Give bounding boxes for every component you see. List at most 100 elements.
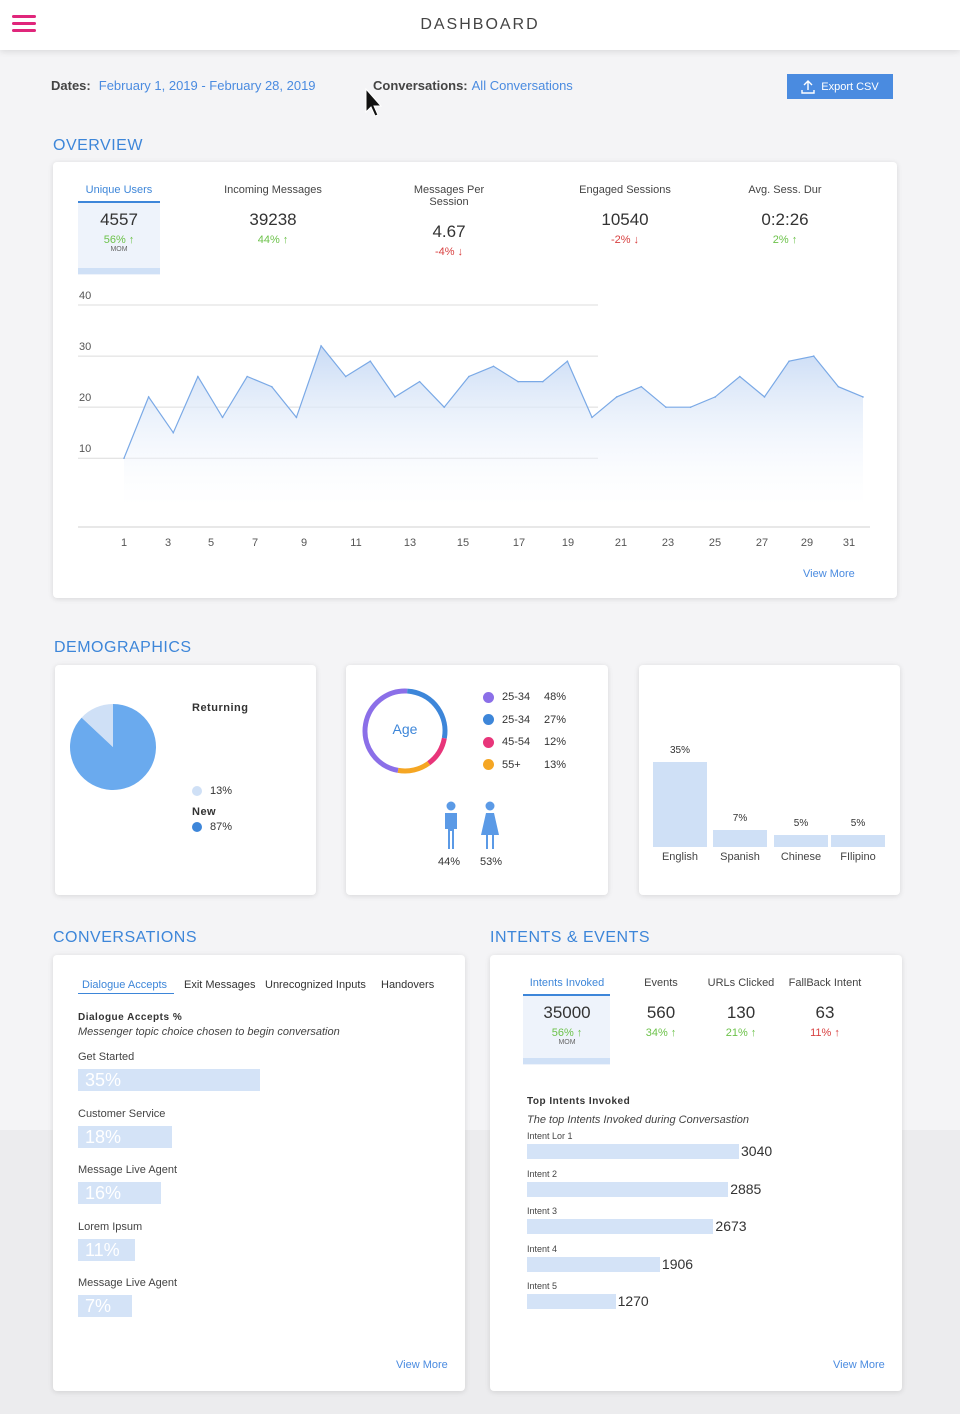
- active-tab-underline: [78, 993, 174, 994]
- active-intent-kpi-bottom-bar: [523, 1058, 610, 1064]
- dialogue-item-pct: 18%: [85, 1126, 122, 1147]
- age-pct: 13%: [544, 758, 567, 771]
- x-tick-label: 15: [457, 537, 469, 549]
- data-point: [763, 396, 766, 398]
- kpi-label: Unique Users: [85, 184, 153, 196]
- data-point: [517, 380, 519, 383]
- language-bar: [831, 834, 885, 847]
- dialogue-item-pct: 35%: [85, 1070, 122, 1090]
- dialogue-item-label: Lorem Ipsum: [78, 1220, 143, 1233]
- kpi-1[interactable]: Incoming Messages 39238 44% ↑: [219, 184, 327, 246]
- arrow-down-icon: ↑: [831, 1027, 840, 1039]
- kpi-delta: -2% ↓: [571, 234, 679, 246]
- overview-view-more-link[interactable]: View More: [803, 568, 855, 580]
- x-tick-label: 5: [208, 537, 214, 549]
- tab-unrecognized-inputs[interactable]: Unrecognized Inputs: [265, 979, 366, 991]
- age-legend-item: 55+ 13%: [483, 759, 566, 771]
- data-point: [689, 406, 692, 408]
- kpi-label: URLs Clicked: [707, 977, 775, 989]
- dialogue-item-bar: [78, 1069, 260, 1091]
- kpi-label: Events: [644, 977, 678, 989]
- intent-bar: [527, 1257, 660, 1272]
- new-slice: [69, 704, 156, 790]
- kpi-0[interactable]: Unique Users 4557 56% ↑ MOM: [65, 184, 173, 253]
- page-title: DASHBOARD: [420, 16, 540, 33]
- kpi-delta-value: 21%: [725, 1027, 748, 1039]
- data-point: [221, 416, 224, 419]
- tab-dialogue-accepts[interactable]: Dialogue Accepts: [82, 979, 167, 991]
- intents-view-more-link[interactable]: View More: [833, 1359, 885, 1371]
- data-point: [541, 380, 544, 383]
- returning-label: Returning: [192, 702, 249, 714]
- dialogue-item-label: Message Live Agent: [78, 1277, 178, 1289]
- language-name: Spanish: [720, 851, 760, 863]
- area-fill: [124, 345, 863, 507]
- x-tick-label: 9: [301, 537, 307, 549]
- intents-title: INTENTS & EVENTS: [490, 929, 651, 946]
- data-point: [271, 385, 273, 388]
- new-pct: 87%: [210, 821, 233, 833]
- kpi-delta-value: 44%: [257, 234, 280, 246]
- y-tick-label: 10: [79, 443, 91, 455]
- dialogue-accepts-heading: Dialogue Accepts %: [78, 1012, 183, 1023]
- export-csv-button[interactable]: Export CSV: [787, 74, 893, 99]
- returning-legend: 13%: [192, 785, 232, 797]
- kpi-2[interactable]: URLs Clicked 130 21% ↑: [686, 977, 796, 1039]
- intent-value: 3040: [741, 1143, 773, 1159]
- x-tick-label: 3: [165, 537, 171, 549]
- age-legend-item: 25-34 27%: [483, 714, 566, 726]
- dates-label: Dates:: [51, 78, 91, 93]
- female-pct: 53%: [480, 856, 503, 868]
- hamburger-menu-icon[interactable]: [12, 15, 36, 35]
- x-tick-label: 25: [709, 537, 721, 549]
- dialogue-item-bar: [78, 1182, 162, 1204]
- top-intents-heading: Top Intents Invoked: [527, 1096, 631, 1107]
- kpi-delta: 11% ↑: [770, 1027, 880, 1039]
- data-point: [295, 416, 298, 419]
- intent-bar: [527, 1144, 739, 1159]
- conversations-value[interactable]: All Conversations: [471, 78, 573, 93]
- kpi-3[interactable]: Engaged Sessions 10540 -2% ↓: [571, 184, 679, 246]
- new-dot: [192, 822, 202, 832]
- kpi-delta-value: 34%: [645, 1027, 668, 1039]
- kpi-mom-label: MOM: [110, 246, 128, 253]
- dates-value[interactable]: February 1, 2019 - February 28, 2019: [98, 78, 316, 93]
- age-legend-dot: [483, 691, 494, 703]
- age-range: 25-34: [502, 691, 531, 703]
- dialogue-item-pct: 7%: [85, 1296, 112, 1316]
- kpi-label: Incoming Messages: [224, 184, 322, 196]
- kpi-value: 130: [726, 1003, 756, 1022]
- age-donut-chart: [362, 688, 448, 774]
- arrow-up-icon: ↑: [747, 1027, 757, 1039]
- dialogue-item-pct: 16%: [85, 1183, 122, 1203]
- overview-card: Unique Users 4557 56% ↑ MOM Incoming Message…: [53, 162, 897, 598]
- data-point: [788, 360, 790, 362]
- language-bar: [774, 834, 828, 847]
- kpi-delta-value: -2%: [610, 234, 631, 246]
- tab-exit-messages[interactable]: Exit Messages: [184, 979, 256, 991]
- conversations-view-more-link[interactable]: View More: [396, 1359, 448, 1371]
- data-point: [246, 375, 248, 378]
- dialogue-item-bar: [78, 1295, 132, 1317]
- female-icon: [481, 801, 499, 849]
- kpi-value: 63: [815, 1003, 835, 1022]
- export-csv-label: Export CSV: [821, 80, 879, 93]
- x-tick-label: 29: [801, 537, 813, 549]
- kpi-2[interactable]: Messages Per Session 4.67 -4% ↓: [395, 184, 503, 258]
- kpi-4[interactable]: Avg. Sess. Dur 0:2:26 2% ↑: [731, 184, 839, 246]
- age-center-label: Age: [392, 721, 418, 737]
- tab-handovers[interactable]: Handovers: [381, 979, 435, 991]
- intent-label: Intent 2: [527, 1169, 558, 1179]
- kpi-0[interactable]: Intents Invoked 35000 56% ↑ MOM: [512, 977, 622, 1046]
- intent-bar: [527, 1294, 616, 1309]
- age-segment-3: [362, 688, 448, 774]
- overview-title: OVERVIEW: [53, 137, 143, 154]
- kpi-1[interactable]: Events 560 34% ↑: [606, 977, 716, 1039]
- age-range: 25-34: [502, 713, 531, 726]
- dialogue-accepts-subheading: Messenger topic choice chosen to begin c…: [78, 1026, 340, 1038]
- kpi-3[interactable]: FallBack Intent 63 11% ↑: [770, 977, 880, 1039]
- arrow-down-icon: ↓: [630, 234, 640, 246]
- age-range: 55+: [502, 758, 521, 771]
- returning-new-card: Returning 13% New 87%: [55, 665, 316, 895]
- arrow-up-icon: ↑: [125, 234, 135, 246]
